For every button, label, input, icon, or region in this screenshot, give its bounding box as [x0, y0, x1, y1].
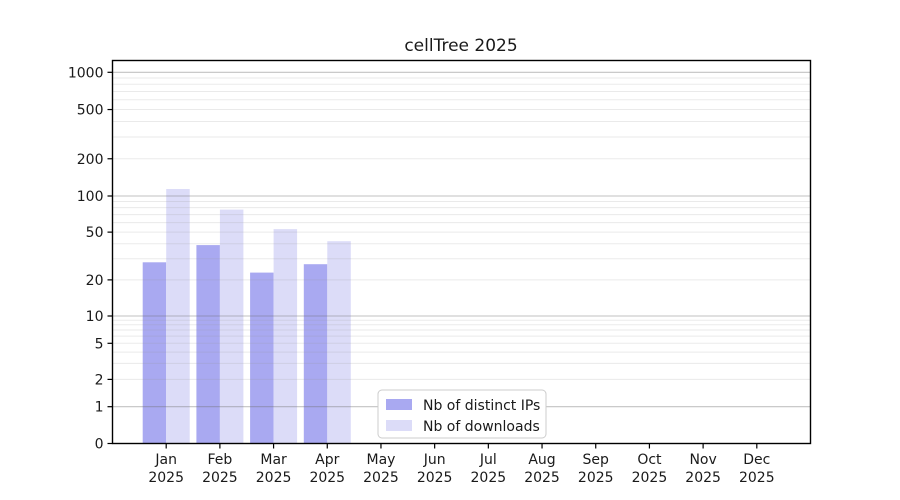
y-axis: 0 1 2 5 10 20 50 100 200 500 1000 [68, 65, 113, 453]
x-tick-label-sep: Sep [583, 452, 610, 468]
y-tick-label-10: 10 [86, 309, 104, 325]
x-tick-label-dec: Dec [743, 452, 770, 468]
y-tick-label-50: 50 [86, 225, 104, 241]
x-tick-label-jul: Jul [479, 452, 497, 468]
y-tick-label-100: 100 [77, 189, 104, 205]
x-tick-year-nov: 2025 [685, 470, 721, 486]
plot-spines [111, 59, 812, 445]
x-tick-label-jun: Jun [423, 452, 446, 468]
x-tick-label-may: May [366, 452, 395, 468]
y-tick-label-5: 5 [95, 336, 104, 352]
x-tick-year-feb: 2025 [202, 470, 238, 486]
bar-nb-of-downloads-feb [219, 209, 244, 444]
x-tick-label-feb: Feb [207, 452, 232, 468]
legend-label-nb-of-distinct-ips: Nb of distinct IPs [423, 398, 540, 414]
x-tick-year-oct: 2025 [632, 470, 668, 486]
legend-label-nb-of-downloads: Nb of downloads [423, 419, 540, 435]
y-tick-label-2: 2 [95, 372, 104, 388]
chart-title: cellTree 2025 [404, 36, 518, 56]
bars-group [142, 189, 351, 444]
x-tick-year-mar: 2025 [256, 470, 292, 486]
bar-nb-of-downloads-mar [273, 229, 298, 444]
x-tick-label-oct: Oct [637, 452, 662, 468]
x-tick-year-jun: 2025 [417, 470, 453, 486]
bar-nb-of-downloads-jan [166, 189, 190, 444]
y-tick-label-200: 200 [77, 152, 104, 168]
y-tick-label-20: 20 [86, 273, 104, 289]
x-tick-year-sep: 2025 [578, 470, 614, 486]
legend: Nb of distinct IPs Nb of downloads [377, 389, 547, 439]
x-tick-year-aug: 2025 [524, 470, 560, 486]
bar-nb-of-distinct-ips-jan [142, 262, 167, 444]
bar-nb-of-distinct-ips-apr [303, 264, 328, 444]
bar-nb-of-downloads-apr [327, 241, 351, 444]
x-tick-year-jul: 2025 [471, 470, 507, 486]
y-tick-label-1000: 1000 [68, 65, 104, 81]
x-tick-year-dec: 2025 [739, 470, 775, 486]
x-tick-label-nov: Nov [689, 452, 716, 468]
y-tick-label-0: 0 [95, 437, 104, 453]
legend-swatch-nb-of-distinct-ips [386, 399, 412, 410]
x-tick-year-apr: 2025 [309, 470, 345, 486]
x-tick-year-jan: 2025 [148, 470, 184, 486]
legend-swatch-nb-of-downloads [386, 420, 412, 431]
x-axis: Jan 2025 Feb 2025 Mar 2025 Apr 2025 May 2025 Jun 20… [148, 443, 775, 486]
bar-nb-of-distinct-ips-feb [196, 245, 220, 444]
y-tick-label-500: 500 [77, 103, 104, 119]
x-tick-label-apr: Apr [315, 452, 339, 468]
x-tick-label-jan: Jan [154, 452, 177, 468]
x-tick-label-mar: Mar [260, 452, 287, 468]
legend-box [377, 389, 547, 439]
y-tick-label-1: 1 [95, 400, 104, 416]
x-tick-year-may: 2025 [363, 470, 399, 486]
x-tick-label-aug: Aug [528, 452, 555, 468]
bar-nb-of-distinct-ips-mar [250, 272, 274, 444]
